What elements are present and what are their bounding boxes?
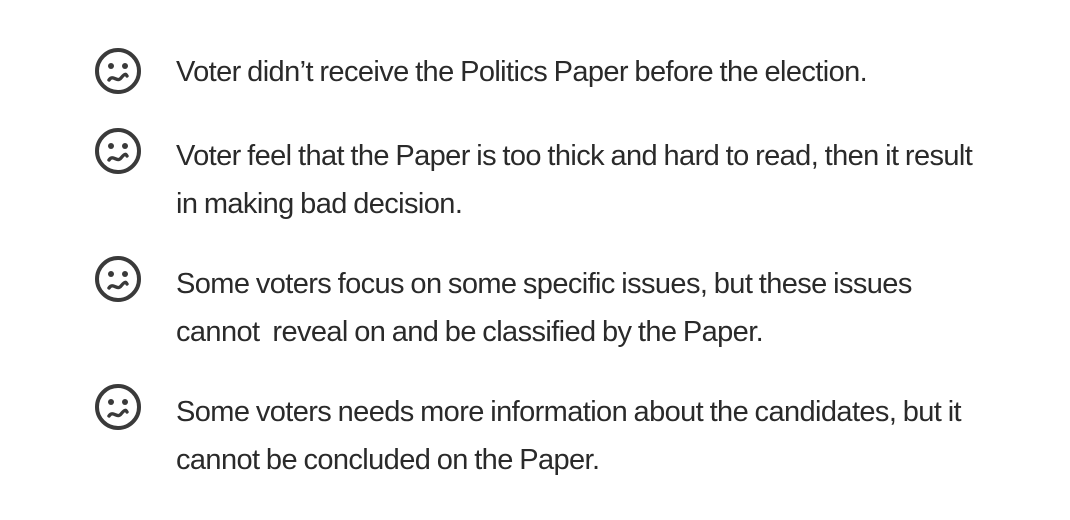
pain-point-text: Voter feel that the Paper is too thick a… — [176, 140, 979, 220]
pain-point-text: Some voters needs more information about… — [176, 396, 968, 476]
confused-face-icon — [93, 126, 143, 176]
pain-point-text: Some voters focus on some specific issue… — [176, 268, 919, 348]
confused-face-icon — [93, 382, 143, 432]
pain-point-text: Voter didn’t receive the Politics Paper … — [176, 56, 868, 88]
confused-face-icon — [93, 254, 143, 304]
confused-face-icon — [93, 46, 143, 96]
